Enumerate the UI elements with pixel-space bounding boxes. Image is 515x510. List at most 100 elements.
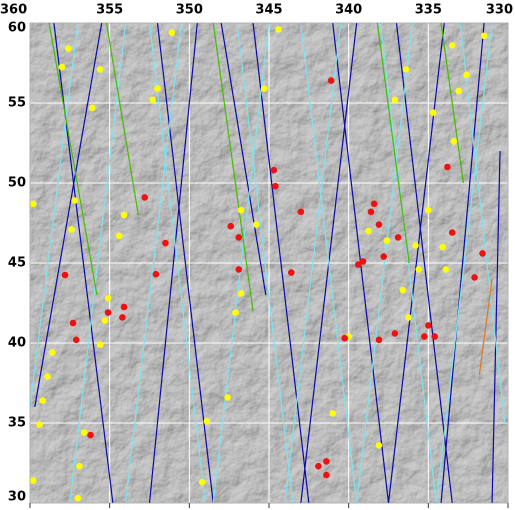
observation-point xyxy=(252,221,260,228)
track xyxy=(34,23,103,408)
observation-point xyxy=(87,431,94,439)
track xyxy=(435,23,493,503)
observation-point xyxy=(237,206,245,214)
track xyxy=(395,23,453,503)
observation-point xyxy=(480,32,488,40)
observation-point xyxy=(74,494,82,502)
observation-point xyxy=(58,63,66,71)
plot-border xyxy=(29,22,509,504)
observation-point xyxy=(315,462,322,470)
observation-point xyxy=(341,334,348,342)
observation-point xyxy=(168,29,176,36)
observation-point xyxy=(68,226,75,233)
track xyxy=(105,23,139,216)
observation-point xyxy=(235,234,243,241)
observation-point xyxy=(203,418,211,425)
track xyxy=(220,23,267,296)
observation-point xyxy=(380,253,388,260)
track xyxy=(156,23,214,503)
track xyxy=(300,23,358,503)
track xyxy=(125,23,182,503)
observation-point xyxy=(69,319,77,327)
observation-point xyxy=(425,322,432,329)
observation-point xyxy=(36,421,43,428)
track xyxy=(379,23,437,503)
observation-point xyxy=(115,232,123,240)
observation-point xyxy=(448,42,456,49)
observation-point xyxy=(288,269,295,276)
track xyxy=(459,23,506,424)
observation-point xyxy=(198,478,206,486)
observation-point xyxy=(375,442,383,449)
track xyxy=(148,23,198,503)
observation-point xyxy=(327,77,335,84)
observation-point xyxy=(479,250,486,257)
observation-point xyxy=(391,96,399,104)
observation-point xyxy=(149,96,156,104)
x-tick-label: 350 xyxy=(176,3,203,18)
track xyxy=(376,23,410,264)
observation-point xyxy=(421,333,428,340)
observation-point xyxy=(359,258,367,265)
observation-point xyxy=(405,314,412,321)
observation-point xyxy=(391,330,399,337)
observation-point xyxy=(394,234,402,241)
observation-point xyxy=(444,163,451,171)
observation-point xyxy=(64,45,72,52)
track xyxy=(478,278,493,376)
x-tick-label: 340 xyxy=(335,3,362,18)
observation-point xyxy=(471,274,478,281)
observation-point xyxy=(450,138,458,145)
observation-point xyxy=(96,341,104,348)
track xyxy=(491,150,501,503)
track xyxy=(30,23,79,408)
observation-point xyxy=(323,458,330,465)
observation-point xyxy=(275,26,282,33)
track xyxy=(212,23,254,312)
observation-point xyxy=(272,182,279,190)
observation-point xyxy=(354,261,362,268)
observation-point xyxy=(448,229,456,236)
observation-point xyxy=(383,237,391,244)
observation-point xyxy=(323,471,330,479)
observation-point xyxy=(88,104,96,112)
observation-point xyxy=(71,197,78,204)
observation-point xyxy=(297,208,305,216)
observation-point xyxy=(439,243,446,251)
observation-point xyxy=(61,271,69,279)
observation-point xyxy=(260,85,268,92)
track xyxy=(440,23,485,503)
observation-point xyxy=(224,394,231,401)
observation-point xyxy=(227,222,235,230)
y-tick-label: 50 xyxy=(8,176,26,191)
observation-point xyxy=(120,303,128,311)
observation-point xyxy=(49,349,56,356)
y-tick-label: 60 xyxy=(8,21,26,36)
observation-point xyxy=(412,242,419,249)
track xyxy=(212,23,270,503)
track xyxy=(387,23,445,503)
y-tick-label: 45 xyxy=(8,256,26,271)
observation-point xyxy=(370,200,378,208)
observation-point xyxy=(80,429,88,436)
observation-point xyxy=(154,85,161,92)
plot-area xyxy=(30,23,508,503)
observation-point xyxy=(152,270,160,278)
y-tick-label: 30 xyxy=(8,490,26,505)
x-tick-label: 360 xyxy=(0,3,27,18)
observation-point xyxy=(141,194,149,201)
observation-point xyxy=(375,221,383,228)
observation-point xyxy=(119,314,126,321)
x-tick-label: 330 xyxy=(486,3,513,18)
observation-point xyxy=(329,410,337,417)
observation-point xyxy=(30,200,37,208)
observation-point xyxy=(39,397,47,404)
observation-point xyxy=(455,87,462,95)
track xyxy=(440,23,464,184)
track xyxy=(356,23,413,503)
observation-point xyxy=(30,477,37,484)
track xyxy=(284,23,342,503)
observation-point xyxy=(232,309,239,316)
observation-point xyxy=(365,227,372,235)
